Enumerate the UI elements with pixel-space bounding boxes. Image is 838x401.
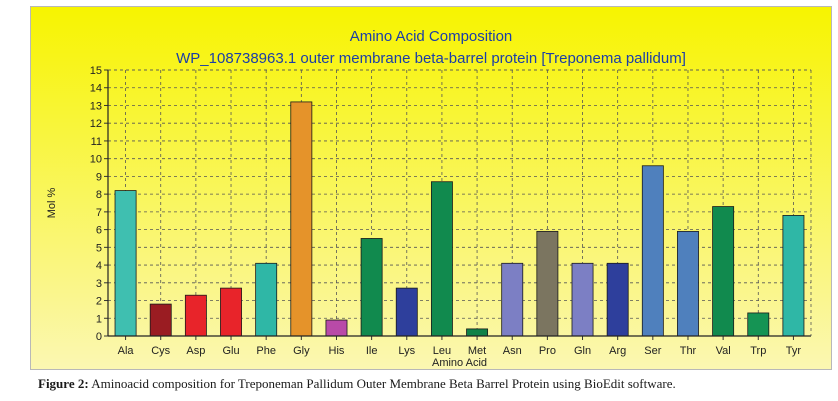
- bar-phe: [255, 262, 278, 337]
- amino-acid-bar-chart: Amino Acid Composition WP_108738963.1 ou…: [31, 7, 831, 369]
- caption-label: Figure 2:: [38, 376, 89, 391]
- x-tick-label-asp: Asp: [186, 345, 205, 357]
- y-tick-label: 14: [90, 83, 102, 95]
- bar-ile: [360, 238, 383, 337]
- y-tick-label: 2: [96, 296, 102, 308]
- x-tick-label-arg: Arg: [609, 345, 626, 357]
- y-tick-label: 1: [96, 313, 102, 325]
- x-tick-label-ile: Ile: [366, 345, 378, 357]
- y-axis-label: Mol %: [46, 188, 58, 219]
- bar-lys: [395, 287, 418, 337]
- bar-ala: [114, 190, 137, 337]
- bar-cys: [149, 303, 172, 337]
- y-tick-label: 11: [91, 136, 102, 148]
- x-tick-label-phe: Phe: [256, 345, 276, 357]
- x-tick-label-pro: Pro: [539, 345, 556, 357]
- bar-leu: [430, 181, 453, 337]
- chart-title: Amino Acid Composition: [350, 28, 513, 45]
- y-tick-label: 10: [90, 154, 102, 166]
- x-axis-label: Amino Acid: [432, 357, 487, 369]
- x-tick-label-cys: Cys: [151, 345, 170, 357]
- x-tick-label-met: Met: [468, 345, 486, 357]
- x-tick-label-thr: Thr: [680, 345, 697, 357]
- y-tick-label: 8: [96, 189, 102, 201]
- y-tick-label: 12: [90, 118, 102, 130]
- bar-tyr: [782, 215, 805, 337]
- x-tick-label-ala: Ala: [118, 345, 135, 357]
- x-tick-label-gly: Gly: [293, 345, 310, 357]
- chart-panel: Amino Acid Composition WP_108738963.1 ou…: [30, 6, 832, 370]
- caption-text: Aminoacid composition for Treponeman Pal…: [88, 376, 676, 391]
- y-tick-label: 5: [96, 242, 102, 254]
- x-tick-label-gln: Gln: [574, 345, 591, 357]
- y-tick-label: 4: [96, 260, 102, 272]
- bar-glu: [220, 287, 242, 337]
- x-tick-label-lys: Lys: [398, 345, 415, 357]
- y-tick-label: 13: [90, 100, 102, 112]
- x-tick-label-his: His: [329, 345, 345, 357]
- y-tick-label: 0: [96, 331, 102, 343]
- bar-asn: [501, 262, 524, 337]
- y-tick-label: 15: [90, 65, 102, 77]
- bar-thr: [677, 230, 699, 337]
- bar-gly: [290, 101, 313, 337]
- figure-caption: Figure 2: Aminoacid composition for Trep…: [38, 376, 838, 392]
- y-tick-label: 7: [96, 207, 102, 219]
- x-tick-label-leu: Leu: [433, 345, 451, 357]
- bar-trp: [747, 312, 770, 337]
- bar-gln: [571, 262, 594, 337]
- bar-ser: [641, 165, 664, 337]
- bar-met: [466, 328, 489, 337]
- x-tick-label-ser: Ser: [644, 345, 661, 357]
- x-tick-label-glu: Glu: [222, 345, 239, 357]
- bar-asp: [184, 294, 207, 337]
- x-tick-label-trp: Trp: [750, 345, 766, 357]
- bar-pro: [536, 230, 559, 337]
- x-tick-label-tyr: Tyr: [786, 345, 802, 357]
- y-tick-label: 6: [96, 225, 102, 237]
- y-tick-label: 3: [96, 278, 102, 290]
- bar-val: [712, 206, 735, 337]
- x-tick-label-val: Val: [716, 345, 731, 357]
- y-tick-label: 9: [96, 171, 102, 183]
- x-tick-label-asn: Asn: [503, 345, 522, 357]
- bar-arg: [606, 262, 629, 337]
- chart-subtitle: WP_108738963.1 outer membrane beta-barre…: [176, 50, 686, 67]
- bar-his: [325, 319, 348, 337]
